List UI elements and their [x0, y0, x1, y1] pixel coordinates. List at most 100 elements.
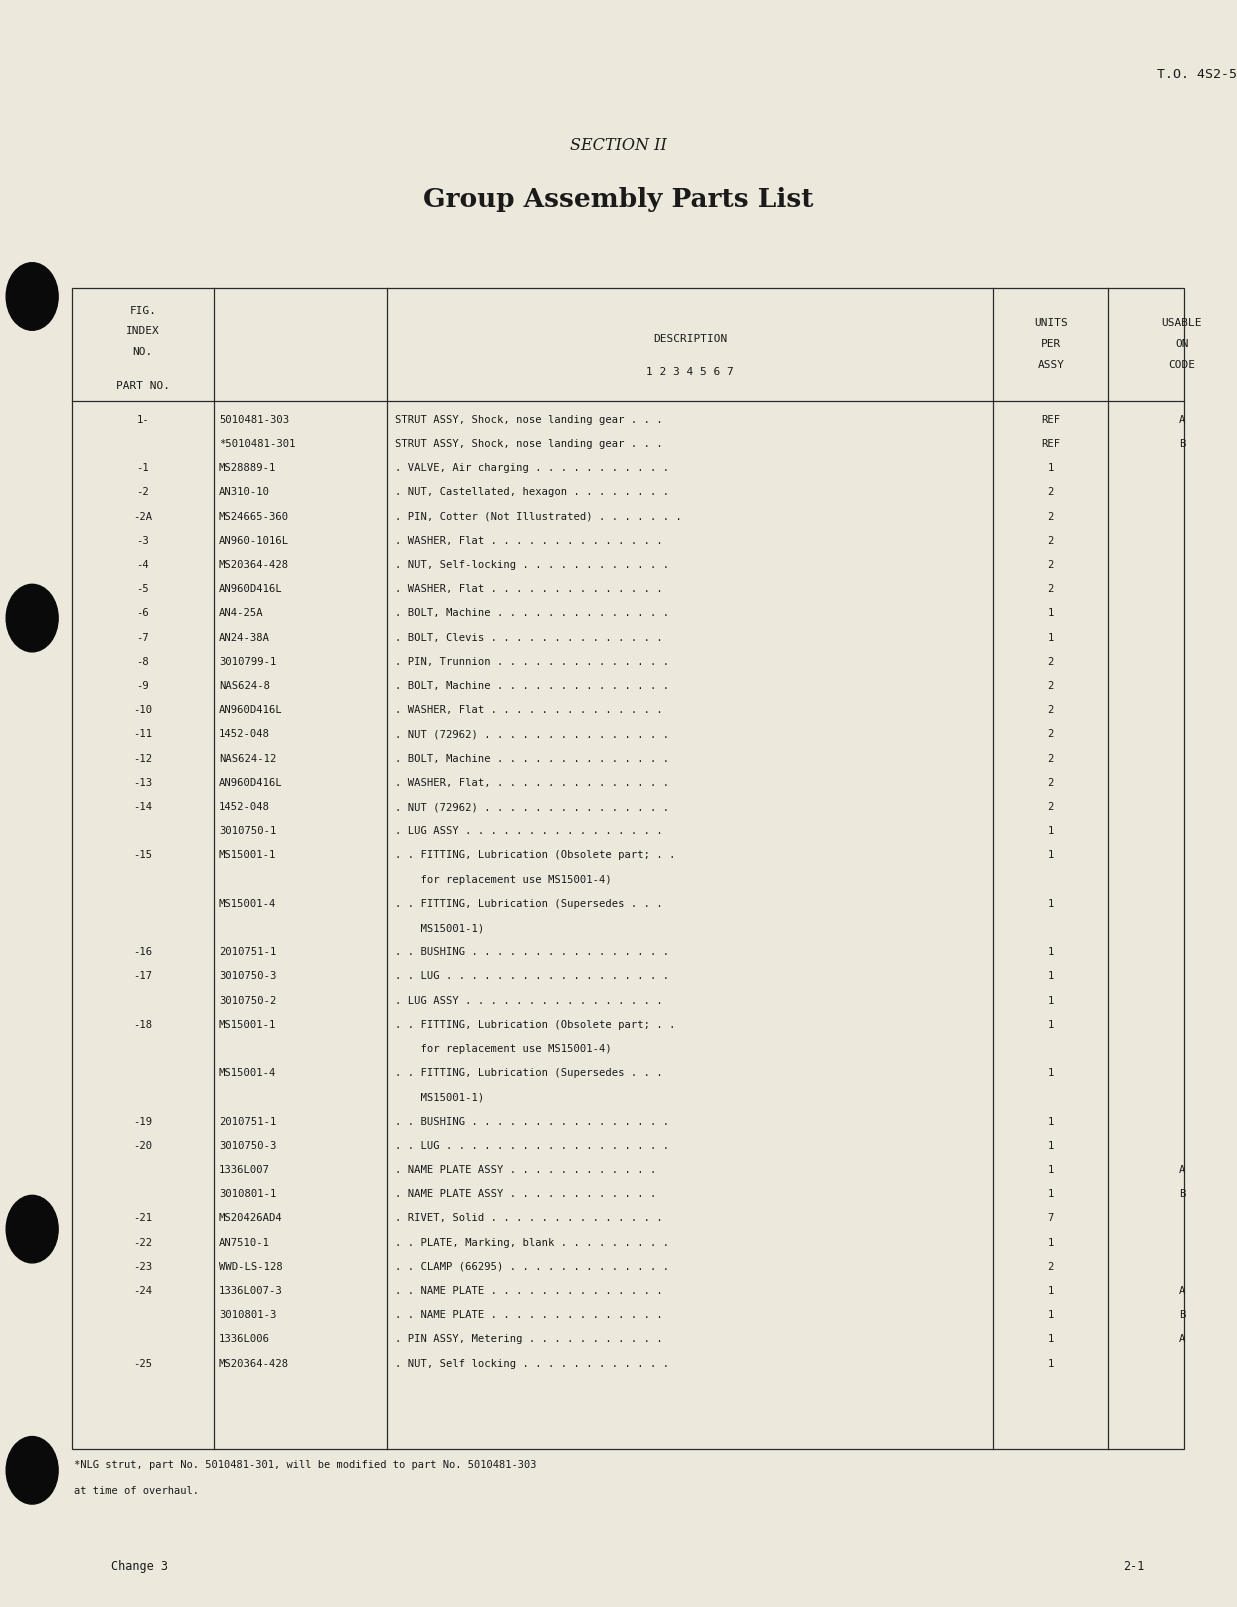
Text: A: A: [1179, 415, 1185, 424]
Text: 1: 1: [1048, 607, 1054, 619]
Text: USABLE: USABLE: [1162, 318, 1202, 328]
Text: . . LUG . . . . . . . . . . . . . . . . . .: . . LUG . . . . . . . . . . . . . . . . …: [395, 1141, 669, 1151]
Text: AN960-1016L: AN960-1016L: [219, 535, 289, 545]
Text: . NUT, Self-locking . . . . . . . . . . . .: . NUT, Self-locking . . . . . . . . . . …: [395, 559, 669, 570]
Text: MS20364-428: MS20364-428: [219, 1358, 289, 1368]
Text: -18: -18: [134, 1019, 152, 1028]
Text: 3010750-1: 3010750-1: [219, 826, 276, 836]
Text: PER: PER: [1040, 339, 1061, 349]
Text: T.O. 4S2-53-4: T.O. 4S2-53-4: [1157, 67, 1237, 80]
Circle shape: [6, 264, 58, 331]
Text: -2: -2: [136, 487, 150, 497]
Text: -6: -6: [136, 607, 150, 619]
Text: PART NO.: PART NO.: [116, 381, 169, 391]
Text: 1: 1: [1048, 995, 1054, 1004]
Text: FIG.: FIG.: [130, 305, 156, 315]
Text: . . PLATE, Marking, blank . . . . . . . . .: . . PLATE, Marking, blank . . . . . . . …: [395, 1237, 669, 1247]
Text: AN310-10: AN310-10: [219, 487, 270, 497]
Text: 2: 2: [1048, 1261, 1054, 1271]
Text: INDEX: INDEX: [126, 326, 160, 336]
Text: . . FITTING, Lubrication (Supersedes . . .: . . FITTING, Lubrication (Supersedes . .…: [395, 898, 662, 908]
Text: -5: -5: [136, 583, 150, 595]
Bar: [72, 289, 1184, 1450]
Text: . BOLT, Machine . . . . . . . . . . . . . .: . BOLT, Machine . . . . . . . . . . . . …: [395, 754, 669, 763]
Text: . NAME PLATE ASSY . . . . . . . . . . . .: . NAME PLATE ASSY . . . . . . . . . . . …: [395, 1165, 656, 1175]
Text: 3010801-3: 3010801-3: [219, 1310, 276, 1319]
Text: NO.: NO.: [132, 347, 153, 357]
Text: A: A: [1179, 1334, 1185, 1343]
Text: 1452-048: 1452-048: [219, 802, 270, 812]
Text: AN4-25A: AN4-25A: [219, 607, 263, 619]
Text: -20: -20: [134, 1141, 152, 1151]
Text: 3010750-3: 3010750-3: [219, 1141, 276, 1151]
Text: -25: -25: [134, 1358, 152, 1368]
Text: -3: -3: [136, 535, 150, 545]
Text: -4: -4: [136, 559, 150, 570]
Text: . . FITTING, Lubrication (Supersedes . . .: . . FITTING, Lubrication (Supersedes . .…: [395, 1067, 662, 1078]
Text: 1: 1: [1048, 632, 1054, 643]
Text: -1: -1: [136, 463, 150, 472]
Text: 2: 2: [1048, 681, 1054, 691]
Text: 1: 1: [1048, 1310, 1054, 1319]
Text: MS15001-1): MS15001-1): [395, 1091, 484, 1102]
Text: . RIVET, Solid . . . . . . . . . . . . . .: . RIVET, Solid . . . . . . . . . . . . .…: [395, 1213, 662, 1223]
Text: . . FITTING, Lubrication (Obsolete part; . .: . . FITTING, Lubrication (Obsolete part;…: [395, 850, 675, 860]
Text: . . NAME PLATE . . . . . . . . . . . . . .: . . NAME PLATE . . . . . . . . . . . . .…: [395, 1310, 662, 1319]
Text: -2A: -2A: [134, 511, 152, 521]
Text: -15: -15: [134, 850, 152, 860]
Text: MS20426AD4: MS20426AD4: [219, 1213, 283, 1223]
Text: . NUT (72962) . . . . . . . . . . . . . . .: . NUT (72962) . . . . . . . . . . . . . …: [395, 802, 669, 812]
Text: -19: -19: [134, 1115, 152, 1127]
Text: 2: 2: [1048, 559, 1054, 570]
Text: -14: -14: [134, 802, 152, 812]
Text: STRUT ASSY, Shock, nose landing gear . . .: STRUT ASSY, Shock, nose landing gear . .…: [395, 439, 662, 448]
Text: 1: 1: [1048, 1067, 1054, 1078]
Text: -9: -9: [136, 681, 150, 691]
Text: B: B: [1179, 439, 1185, 448]
Circle shape: [6, 585, 58, 652]
Text: NAS624-8: NAS624-8: [219, 681, 270, 691]
Text: 1: 1: [1048, 1165, 1054, 1175]
Text: 1452-048: 1452-048: [219, 730, 270, 739]
Text: . . NAME PLATE . . . . . . . . . . . . . .: . . NAME PLATE . . . . . . . . . . . . .…: [395, 1286, 662, 1295]
Text: ON: ON: [1175, 339, 1189, 349]
Text: AN960D416L: AN960D416L: [219, 705, 283, 715]
Text: -10: -10: [134, 705, 152, 715]
Text: 2: 2: [1048, 754, 1054, 763]
Text: 1: 1: [1048, 1019, 1054, 1028]
Text: ASSY: ASSY: [1038, 360, 1064, 370]
Text: 2: 2: [1048, 705, 1054, 715]
Text: 1: 1: [1048, 898, 1054, 908]
Text: MS24665-360: MS24665-360: [219, 511, 289, 521]
Text: MS15001-1: MS15001-1: [219, 1019, 276, 1028]
Text: 1: 1: [1048, 463, 1054, 472]
Text: . NUT, Castellated, hexagon . . . . . . . .: . NUT, Castellated, hexagon . . . . . . …: [395, 487, 669, 497]
Text: Group Assembly Parts List: Group Assembly Parts List: [423, 186, 814, 212]
Text: CODE: CODE: [1169, 360, 1195, 370]
Text: 1-: 1-: [136, 415, 150, 424]
Text: 3010799-1: 3010799-1: [219, 656, 276, 667]
Text: 2: 2: [1048, 730, 1054, 739]
Text: *NLG strut, part No. 5010481-301, will be modified to part No. 5010481-303: *NLG strut, part No. 5010481-301, will b…: [74, 1459, 537, 1469]
Text: 2: 2: [1048, 656, 1054, 667]
Text: WWD-LS-128: WWD-LS-128: [219, 1261, 283, 1271]
Text: 3010750-2: 3010750-2: [219, 995, 276, 1004]
Text: MS20364-428: MS20364-428: [219, 559, 289, 570]
Text: 2: 2: [1048, 511, 1054, 521]
Text: 1336L006: 1336L006: [219, 1334, 270, 1343]
Text: -24: -24: [134, 1286, 152, 1295]
Text: for replacement use MS15001-4): for replacement use MS15001-4): [395, 1043, 611, 1054]
Text: -16: -16: [134, 947, 152, 956]
Circle shape: [6, 1437, 58, 1504]
Text: 3010750-3: 3010750-3: [219, 971, 276, 980]
Text: . NUT, Self locking . . . . . . . . . . . .: . NUT, Self locking . . . . . . . . . . …: [395, 1358, 669, 1368]
Text: 2: 2: [1048, 535, 1054, 545]
Text: -8: -8: [136, 656, 150, 667]
Text: 1: 1: [1048, 1334, 1054, 1343]
Text: . WASHER, Flat . . . . . . . . . . . . . .: . WASHER, Flat . . . . . . . . . . . . .…: [395, 535, 662, 545]
Text: -21: -21: [134, 1213, 152, 1223]
Text: AN960D416L: AN960D416L: [219, 778, 283, 787]
Text: 2: 2: [1048, 778, 1054, 787]
Text: 2010751-1: 2010751-1: [219, 947, 276, 956]
Text: AN960D416L: AN960D416L: [219, 583, 283, 595]
